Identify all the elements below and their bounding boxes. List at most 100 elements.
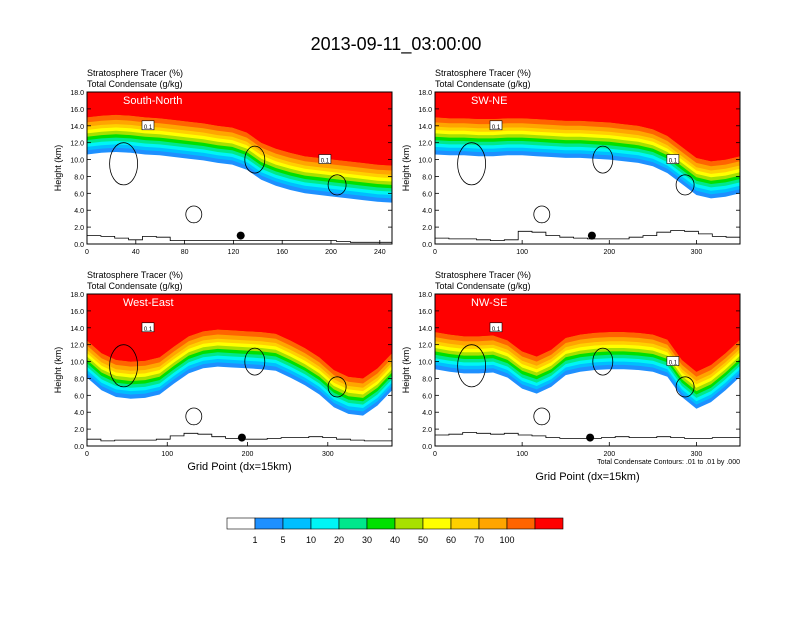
condensate-contour [244,145,266,174]
contour-label: 0.1 [144,125,153,131]
y-tick-label: 2.0 [422,427,432,434]
y-tick-label: 14.0 [418,326,432,333]
colorbar-swatch [338,517,368,530]
x-tick-label: 100 [161,451,173,458]
y-tick-label: 4.0 [74,208,84,215]
contour-label: 0.1 [492,327,501,333]
y-tick-label: 18.0 [70,90,84,97]
colorbar-label: 40 [390,535,400,545]
y-tick-label: 6.0 [422,393,432,400]
tracer-core [87,92,392,166]
location-marker [587,231,596,240]
y-tick-label: 16.0 [418,309,432,316]
y-tick-label: 6.0 [422,191,432,198]
y-tick-label: 10.0 [70,360,84,367]
x-tick-label: 0 [433,249,437,256]
x-tick-label: 200 [603,249,615,256]
contour-label: 0.1 [669,159,678,165]
y-tick-label: 18.0 [70,292,84,299]
colorbar-swatch [310,517,340,530]
y-tick-label: 14.0 [70,326,84,333]
y-tick-label: 0.0 [422,242,432,249]
x-tick-label: 120 [228,249,240,256]
y-tick-label: 8.0 [74,376,84,383]
x-tick-label: 160 [276,249,288,256]
panel-sw-ne: 0.1 0.1 SW-NE Stratosphere Tracer (%)Total … [401,68,741,256]
tracer-core [435,92,740,162]
header-line-1: Stratosphere Tracer (%) [87,270,183,280]
colorbar-label: 30 [362,535,372,545]
y-tick-label: 10.0 [418,360,432,367]
y-tick-label: 0.0 [422,444,432,451]
colorbar-swatch [478,517,508,530]
colorbar-swatch [450,517,480,530]
y-tick-label: 12.0 [70,343,84,350]
condensate-contour [327,174,347,196]
contour-label-box [318,154,332,164]
x-axis-label: Grid Point (dx=15km) [187,461,291,473]
header-line-1: Stratosphere Tracer (%) [435,68,531,78]
condensate-contour [592,145,614,174]
colorbar-label: 1 [252,535,257,545]
y-tick-label: 12.0 [70,141,84,148]
contour-label: 0.1 [669,361,678,367]
colorbar-label: 50 [418,535,428,545]
header-line-1: Stratosphere Tracer (%) [435,270,531,280]
y-tick-label: 6.0 [74,393,84,400]
y-axis-label: Height (km) [401,145,411,192]
y-tick-label: 8.0 [422,174,432,181]
y-tick-label: 16.0 [70,107,84,114]
colorbar-swatch [534,517,564,530]
condensate-contour [109,344,138,388]
condensate-contour [327,376,347,398]
y-tick-label: 18.0 [418,292,432,299]
x-tick-label: 200 [242,451,254,458]
contour-label: 0.1 [321,159,330,165]
colorbar-label: 100 [499,535,514,545]
x-tick-label: 300 [691,451,703,458]
header-line-1: Stratosphere Tracer (%) [87,68,183,78]
x-tick-label: 240 [374,249,386,256]
y-axis-label: Height (km) [53,347,63,394]
y-tick-label: 0.0 [74,242,84,249]
y-tick-label: 2.0 [74,427,84,434]
panel-label: NW-SE [471,297,507,309]
y-tick-label: 12.0 [418,343,432,350]
location-marker [586,433,595,442]
condensate-contour [457,344,487,388]
location-marker [237,433,246,442]
x-axis-label: Grid Point (dx=15km) [535,471,639,483]
contour-label-box [489,120,503,131]
condensate-contour [185,407,203,426]
y-tick-label: 14.0 [418,124,432,131]
colorbar-label: 60 [446,535,456,545]
x-tick-label: 300 [322,451,334,458]
tracer-field: 0.1 0.1 [87,92,392,244]
y-tick-label: 4.0 [422,410,432,417]
contour-label-box [666,356,680,366]
contour-label: 0.1 [492,125,501,131]
colorbar-label: 20 [334,535,344,545]
condensate-contour [457,142,487,186]
colorbar-swatch [394,517,424,530]
y-tick-label: 18.0 [418,90,432,97]
tracer-core [435,294,740,372]
plot-frame [434,91,741,245]
contour-label-box [141,322,155,333]
y-tick-label: 8.0 [74,174,84,181]
plot-frame [86,91,393,245]
y-axis-label: Height (km) [401,347,411,394]
y-tick-label: 0.0 [74,444,84,451]
colorbar-swatch [506,517,536,530]
x-tick-label: 100 [516,249,528,256]
tracer-field: 0.1 0.1 [435,92,740,244]
header-line-2: Total Condensate (g/kg) [87,79,183,89]
panel-label: South-North [123,95,182,107]
colorbar-swatch [226,517,256,530]
x-tick-label: 300 [691,249,703,256]
y-tick-label: 6.0 [74,191,84,198]
contour-label-box [141,120,155,131]
figure-title: 2013-09-11_03:00:00 [311,34,482,55]
location-marker [236,231,245,240]
